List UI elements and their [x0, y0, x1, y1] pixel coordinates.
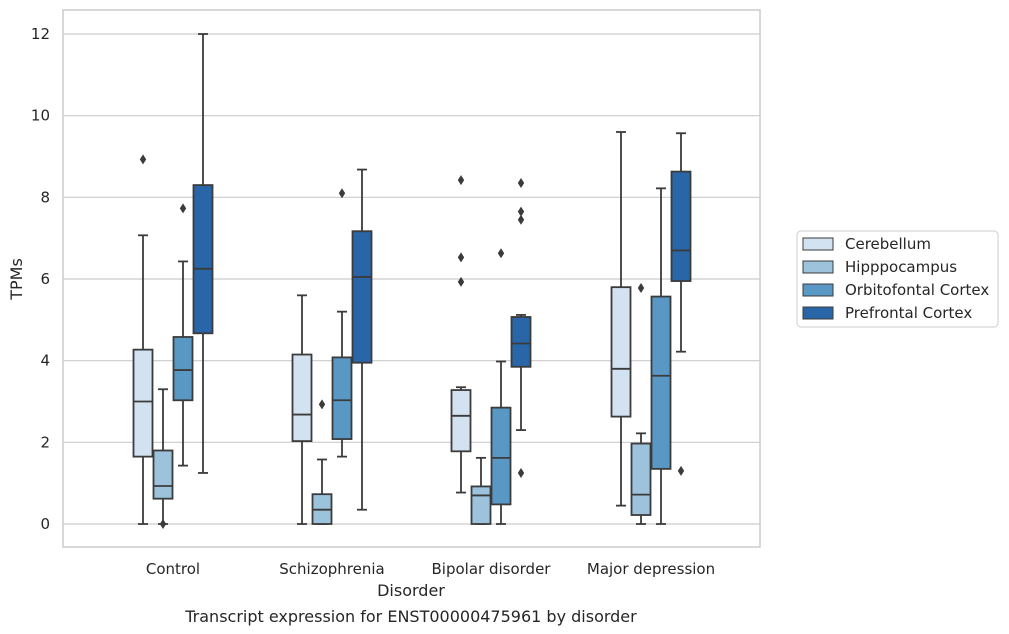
y-tick-label: 10: [31, 107, 50, 125]
box-0-3: [610, 131, 632, 507]
y-axis-label: TPMs: [7, 258, 26, 301]
iqr-box: [450, 389, 472, 453]
outlier-point: [457, 252, 465, 263]
x-tick-label: Major depression: [587, 560, 715, 578]
y-tick-label: 12: [31, 25, 50, 43]
outlier-point: [517, 206, 525, 217]
legend-label: Cerebellum: [845, 235, 931, 253]
iqr-box: [132, 348, 154, 458]
box-0-1: [291, 294, 313, 525]
outlier-point: [318, 399, 326, 410]
chart-caption: Transcript expression for ENST0000047596…: [184, 607, 637, 626]
y-tick-label: 8: [40, 188, 50, 206]
legend-swatch: [802, 237, 834, 251]
iqr-box: [291, 353, 313, 443]
y-tick-labels: 0 2 4 6 8 10 12: [31, 25, 50, 533]
y-tick-label: 6: [40, 270, 50, 288]
outlier-point: [677, 465, 685, 476]
outlier-point: [139, 154, 147, 165]
box-2-0: [172, 203, 194, 467]
iqr-box: [650, 295, 672, 470]
x-tick-labels: Control Schizophrenia Bipolar disorder Majo…: [146, 560, 715, 578]
legend: Cerebellum Hipppocampus Orbitofontal Corte…: [796, 230, 999, 328]
legend-label: Hipppocampus: [845, 258, 957, 276]
x-tick-label: Schizophrenia: [279, 560, 384, 578]
box-2-2: [490, 248, 512, 525]
box-1-1: [311, 399, 333, 525]
legend-label: Prefrontal Cortex: [845, 304, 972, 322]
box-0-2: [450, 175, 472, 494]
legend-label: Orbitofontal Cortex: [845, 281, 989, 299]
box-2-3: [650, 187, 672, 525]
iqr-box: [670, 170, 692, 282]
box-3-1: [351, 168, 373, 511]
iqr-box: [172, 336, 194, 402]
outlier-point: [517, 178, 525, 189]
outlier-point: [497, 248, 505, 259]
x-axis-label: Disorder: [377, 581, 445, 600]
box-1-2: [470, 456, 492, 525]
outlier-point: [457, 276, 465, 287]
iqr-box: [630, 442, 652, 516]
outlier-point: [338, 188, 346, 199]
iqr-box: [470, 485, 492, 525]
box-1-3: [630, 282, 652, 525]
outlier-point: [159, 519, 167, 529]
outlier-point: [637, 282, 645, 293]
box-2-1: [331, 188, 353, 458]
outlier-point: [457, 175, 465, 186]
legend-swatch: [802, 306, 834, 320]
box-3-2: [510, 178, 532, 478]
iqr-box: [192, 184, 214, 335]
iqr-box: [331, 356, 353, 440]
legend-swatch: [802, 260, 834, 274]
iqr-box: [510, 316, 532, 368]
iqr-box: [152, 449, 174, 500]
box-1-0: [152, 388, 174, 529]
iqr-box: [610, 286, 632, 418]
box-3-0: [192, 33, 214, 474]
legend-frame: [796, 230, 999, 328]
legend-swatch: [802, 283, 834, 297]
outlier-point: [517, 467, 525, 478]
x-tick-label: Bipolar disorder: [432, 560, 552, 578]
iqr-box: [351, 230, 373, 364]
boxes: [132, 33, 692, 529]
box-0-0: [132, 154, 154, 525]
outlier-point: [517, 214, 525, 225]
box-3-3: [670, 132, 692, 476]
outlier-point: [179, 203, 187, 214]
y-tick-label: 0: [40, 515, 50, 533]
plot-frame: [62, 9, 761, 548]
y-tick-label: 4: [40, 352, 50, 370]
iqr-box: [490, 406, 512, 506]
x-tick-label: Control: [146, 560, 200, 578]
y-tick-label: 2: [40, 433, 50, 451]
